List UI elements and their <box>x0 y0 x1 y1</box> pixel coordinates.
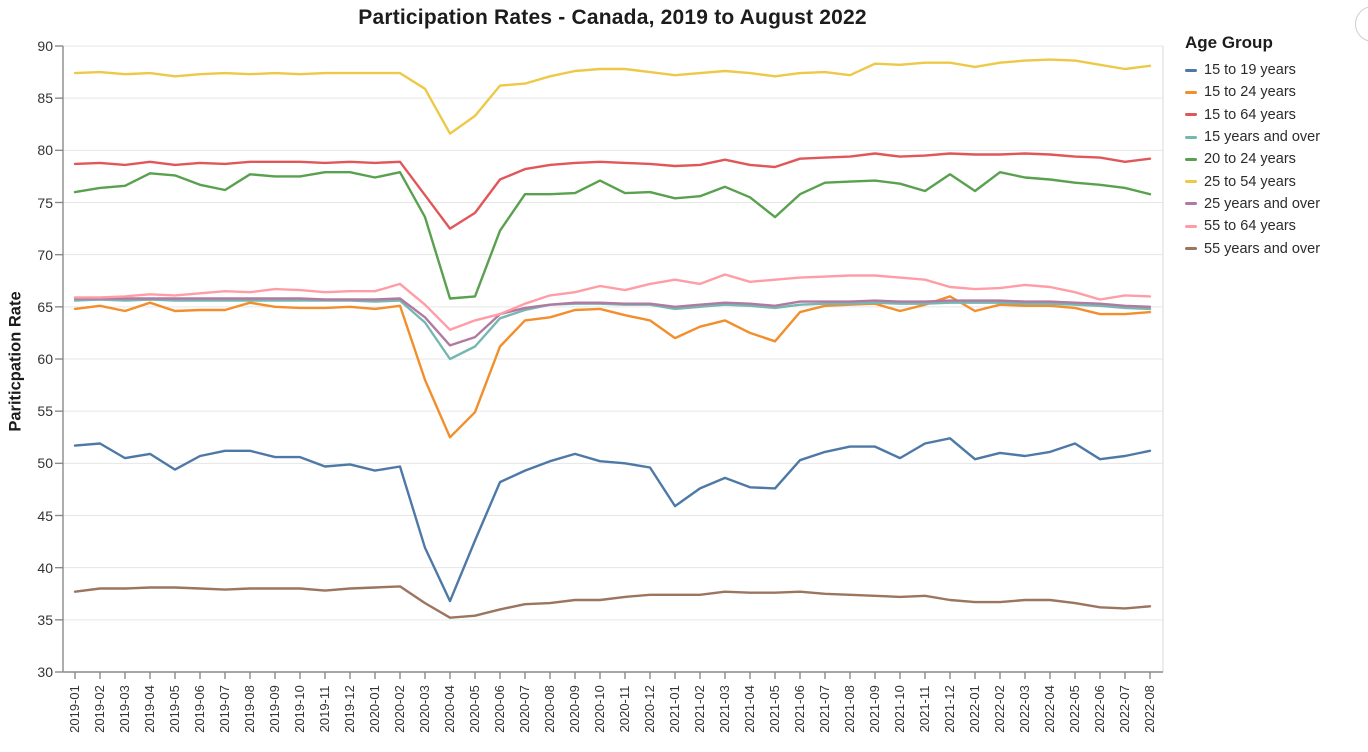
legend-item-15-to-24-years[interactable]: 15 to 24 years <box>1185 81 1320 103</box>
legend-swatch <box>1185 68 1197 72</box>
series-line-20-to-24-years <box>73 170 1152 300</box>
legend-label: 55 to 64 years <box>1204 218 1296 235</box>
legend-label: 15 to 24 years <box>1204 84 1296 101</box>
legend-label: 15 years and over <box>1204 129 1321 146</box>
legend-item-20-to-24-years[interactable]: 20 to 24 years <box>1185 148 1320 170</box>
legend-swatch <box>1185 135 1197 139</box>
legend-swatch <box>1185 180 1197 184</box>
legend-label: 55 years and over <box>1204 240 1321 257</box>
y-tick-label-90: 90 <box>37 38 53 54</box>
chart-title: Participation Rates - Canada, 2019 to Au… <box>358 6 867 29</box>
legend-swatch <box>1185 247 1197 251</box>
legend-title: Age Group <box>1185 33 1273 52</box>
legend-item-25-to-54-years[interactable]: 25 to 54 years <box>1185 170 1320 192</box>
legend: Age Group 15 to 19 years 15 to 24 years 15… <box>1185 33 1320 260</box>
y-tick-label-50: 50 <box>37 455 53 472</box>
legend-label: 25 years and over <box>1204 195 1321 212</box>
legend-swatch <box>1185 157 1197 161</box>
legend-item-15-to-19-years[interactable]: 15 to 19 years <box>1185 59 1320 81</box>
y-tick-label-40: 40 <box>37 559 53 576</box>
legend-item-list: 15 to 19 years 15 to 24 years 15 to 64 yea… <box>1185 59 1320 260</box>
series-line-55-years-and-over <box>73 585 1152 619</box>
series-line-15-to-24-years <box>73 295 1152 439</box>
y-tick-label-45: 45 <box>37 507 53 524</box>
y-tick-label-60: 60 <box>37 351 53 367</box>
legend-label: 15 to 64 years <box>1204 106 1296 123</box>
legend-label: 25 to 54 years <box>1204 173 1296 190</box>
legend-swatch <box>1185 113 1197 117</box>
series-line-15-to-64-years <box>73 152 1152 230</box>
y-tick-label-80: 80 <box>37 142 53 159</box>
y-tick-label-65: 65 <box>37 298 53 315</box>
series-line-25-years-and-over <box>73 297 1152 347</box>
legend-item-55-years-and-over[interactable]: 55 years and over <box>1185 237 1320 259</box>
legend-swatch <box>1185 202 1197 206</box>
y-tick-label-75: 75 <box>37 194 53 211</box>
legend-item-15-to-64-years[interactable]: 15 to 64 years <box>1185 104 1320 126</box>
legend-swatch <box>1185 90 1197 94</box>
legend-item-55-to-64-years[interactable]: 55 to 64 years <box>1185 215 1320 237</box>
series-line-55-to-64-years <box>73 273 1152 331</box>
legend-item-15-years-and-over[interactable]: 15 years and over <box>1185 126 1320 148</box>
y-tick-label-35: 35 <box>37 611 53 628</box>
y-tick-label-55: 55 <box>37 403 53 420</box>
series-line-25-to-54-years <box>73 58 1152 135</box>
y-tick-label-85: 85 <box>37 90 53 107</box>
series-line-15-to-19-years <box>73 437 1152 603</box>
legend-label: 15 to 19 years <box>1204 62 1296 79</box>
legend-label: 20 to 24 years <box>1204 151 1296 168</box>
y-tick-label-70: 70 <box>37 246 53 263</box>
legend-swatch <box>1185 224 1197 228</box>
legend-item-25-years-and-over[interactable]: 25 years and over <box>1185 193 1320 215</box>
y-tick-label-30: 30 <box>37 664 53 680</box>
